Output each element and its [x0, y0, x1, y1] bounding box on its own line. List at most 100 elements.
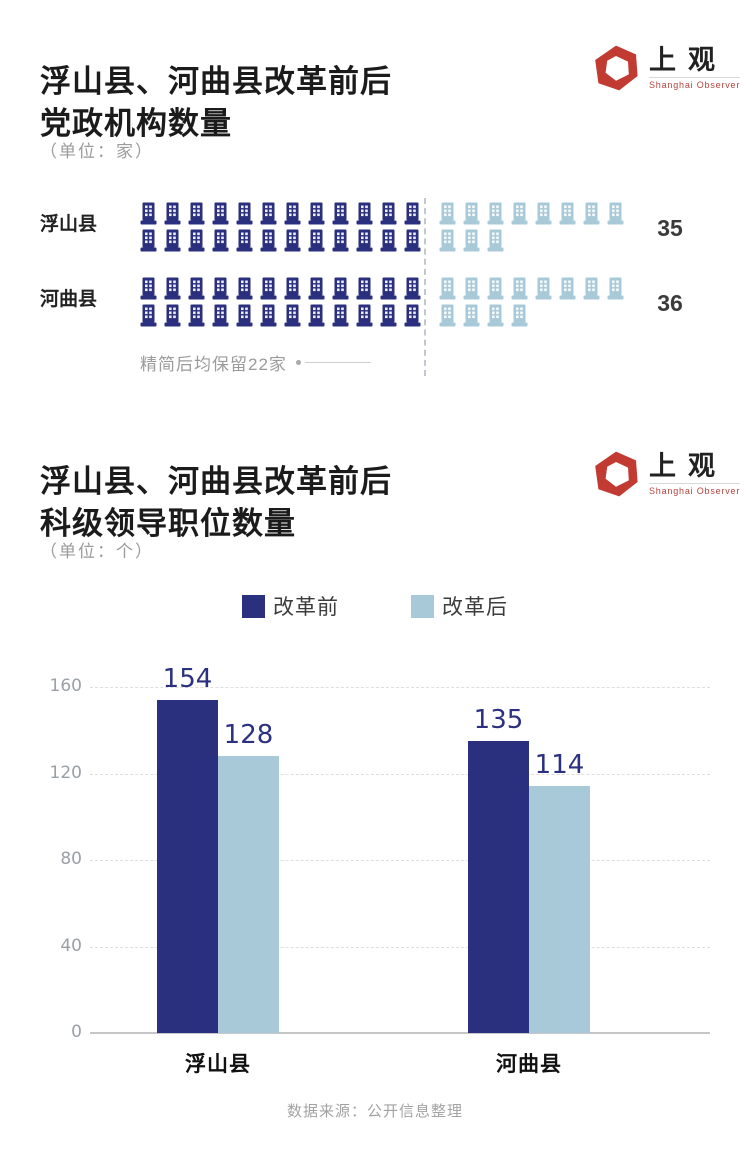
building-icon: [380, 277, 397, 300]
building-icon: [356, 277, 373, 300]
building-icon: [308, 304, 325, 327]
building-icon: [356, 229, 373, 252]
building-icon: [535, 202, 552, 225]
building-icon: [380, 229, 397, 252]
building-icon: [332, 304, 349, 327]
institutions-title-line2: 党政机构数量: [40, 105, 232, 141]
bar-改革前: [468, 741, 529, 1033]
building-icon: [332, 202, 349, 225]
legend-item: 改革后: [411, 591, 508, 621]
building-icon: [164, 202, 181, 225]
pictogram-total-value: 35: [657, 215, 683, 241]
logo-name: 上观: [649, 451, 727, 482]
building-icon: [463, 277, 480, 300]
positions-title-line1: 浮山县、河曲县改革前后: [40, 463, 392, 499]
y-axis-tick-label: 160: [49, 676, 82, 696]
building-icon: [260, 229, 277, 252]
building-icon: [404, 277, 421, 300]
data-source-note: 数据来源：公开信息整理: [286, 1103, 463, 1120]
building-icon: [260, 304, 277, 327]
building-icon: [140, 229, 157, 252]
building-icon: [404, 202, 421, 225]
building-icon: [284, 229, 301, 252]
gridline: [90, 687, 710, 688]
pictogram-category-label: 河曲县: [40, 289, 98, 310]
shanghai-observer-logo: 上观 Shanghai Observer: [592, 450, 741, 498]
legend-label: 改革前: [273, 596, 339, 619]
building-icon: [511, 202, 528, 225]
building-icon: [511, 277, 528, 300]
building-icon: [140, 304, 157, 327]
y-axis-tick-label: 40: [60, 935, 82, 956]
pictogram-category-label: 浮山县: [40, 214, 98, 235]
building-icon: [404, 304, 421, 327]
logo-hexagon-icon: [595, 45, 638, 91]
building-icon: [535, 277, 552, 300]
annotation-dot: [295, 360, 301, 365]
pictogram-icon-row: [140, 229, 511, 253]
logo-name: 上观: [649, 45, 727, 76]
building-icon: [583, 202, 600, 225]
bar-改革后: [529, 786, 590, 1033]
bar-value-label: 135: [473, 705, 524, 735]
building-icon: [404, 229, 421, 252]
building-icon: [332, 277, 349, 300]
x-axis-category-label: 河曲县: [496, 1053, 562, 1076]
building-icon: [583, 277, 600, 300]
building-icon: [487, 304, 504, 327]
institutions-title: 浮山县、河曲县改革前后 党政机构数量: [40, 61, 392, 145]
legend-swatch: [411, 594, 434, 618]
building-icon: [212, 202, 229, 225]
bar-改革前: [157, 700, 218, 1033]
building-icon: [212, 277, 229, 300]
building-icon: [439, 229, 456, 252]
building-icon: [356, 202, 373, 225]
building-icon: [380, 202, 397, 225]
building-icon: [487, 277, 504, 300]
pictogram-icon-row: [140, 304, 535, 328]
building-icon: [607, 277, 624, 300]
logo-subtitle: Shanghai Observer: [649, 483, 741, 496]
reform-cutoff-dashed-line: [424, 198, 426, 376]
institutions-unit-label: （单位：家）: [40, 142, 154, 161]
bar-value-label: 114: [534, 750, 585, 780]
pictogram-total-value: 36: [657, 290, 683, 316]
bar-chart: 0 40 80 120 160 154 128 浮山县 135 114 河曲县: [0, 650, 750, 1090]
building-icon: [164, 304, 181, 327]
legend-label: 改革后: [442, 596, 508, 619]
bar-改革后: [218, 756, 279, 1033]
building-icon: [188, 202, 205, 225]
building-icon: [439, 277, 456, 300]
bar-value-label: 154: [162, 664, 213, 694]
building-icon: [487, 202, 504, 225]
pictogram-chart: 精简后均保留22家 浮山县 35 河曲县 36: [0, 198, 750, 393]
building-icon: [463, 202, 480, 225]
building-icon: [463, 229, 480, 252]
building-icon: [607, 202, 624, 225]
building-icon: [260, 202, 277, 225]
logo-subtitle: Shanghai Observer: [649, 77, 741, 90]
annotation-text: 精简后均保留22家: [140, 355, 287, 374]
building-icon: [188, 304, 205, 327]
building-icon: [236, 304, 253, 327]
building-icon: [463, 304, 480, 327]
bar-chart-legend: 改革前 改革后: [0, 591, 750, 621]
logo-hexagon-icon: [595, 451, 638, 497]
pictogram-annotation: 精简后均保留22家: [140, 350, 371, 375]
positions-title-line2: 科级领导职位数量: [40, 505, 296, 541]
shanghai-observer-logo: 上观 Shanghai Observer: [592, 44, 741, 92]
pictogram-icon-row: [140, 202, 631, 226]
building-icon: [284, 202, 301, 225]
building-icon: [212, 229, 229, 252]
positions-unit-label: （单位：个）: [40, 542, 154, 561]
y-axis-tick-label: 120: [49, 762, 82, 783]
legend-item: 改革前: [242, 591, 339, 621]
pictogram-icon-row: [140, 277, 631, 301]
building-icon: [308, 202, 325, 225]
logo-text: 上观 Shanghai Observer: [649, 451, 741, 496]
building-icon: [356, 304, 373, 327]
y-axis-tick-label: 80: [60, 849, 82, 869]
building-icon: [284, 304, 301, 327]
building-icon: [332, 229, 349, 252]
building-icon: [164, 277, 181, 300]
